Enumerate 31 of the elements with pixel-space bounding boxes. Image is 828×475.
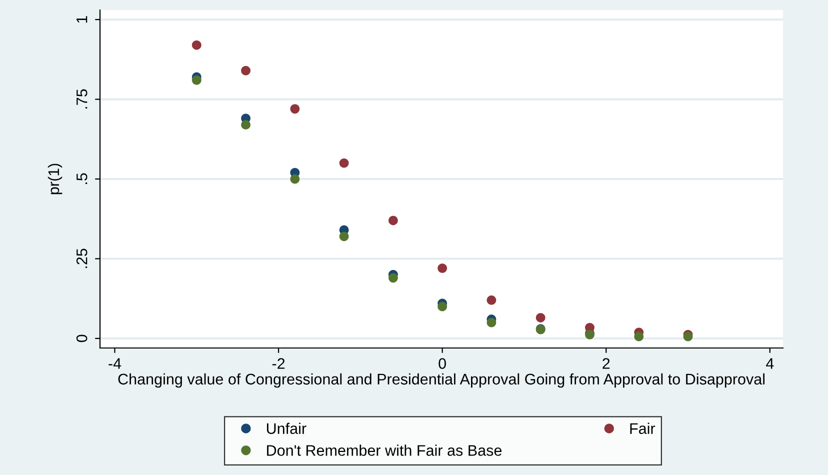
point: [388, 273, 398, 283]
point: [536, 312, 546, 322]
point: [388, 216, 398, 226]
point: [634, 332, 644, 342]
y-tick-label: 0: [76, 334, 88, 342]
x-tick-label: 2: [602, 358, 610, 369]
point: [290, 104, 300, 114]
x-tick-label: -4: [108, 358, 122, 369]
point: [339, 232, 349, 242]
y-tick-label: .25: [76, 248, 88, 268]
x-tick-label: 0: [438, 358, 446, 369]
x-axis-title: Changing value of Congressional and Presidential Approval Going from Approval to Disapproval: [118, 373, 764, 388]
point: [290, 174, 300, 184]
point: [339, 158, 349, 168]
point: [192, 40, 202, 50]
legend-label: Don't Remember with Fair as Base: [267, 444, 502, 456]
point: [241, 66, 251, 76]
y-tick-label: .75: [76, 89, 88, 109]
y-tick-label: 1: [76, 16, 88, 23]
point: [438, 302, 448, 312]
point: [192, 75, 202, 85]
point: [241, 120, 251, 130]
x-tick-label: 4: [766, 358, 774, 369]
legend-label: Unfair: [266, 422, 306, 434]
point: [486, 318, 496, 328]
point: [486, 295, 496, 305]
point: [438, 264, 448, 274]
x-tick-label: -2: [272, 358, 285, 369]
y-tick-label: .5: [76, 173, 88, 184]
y-axis-title: pr(1): [48, 164, 62, 194]
legend-label: Fair: [630, 422, 656, 434]
